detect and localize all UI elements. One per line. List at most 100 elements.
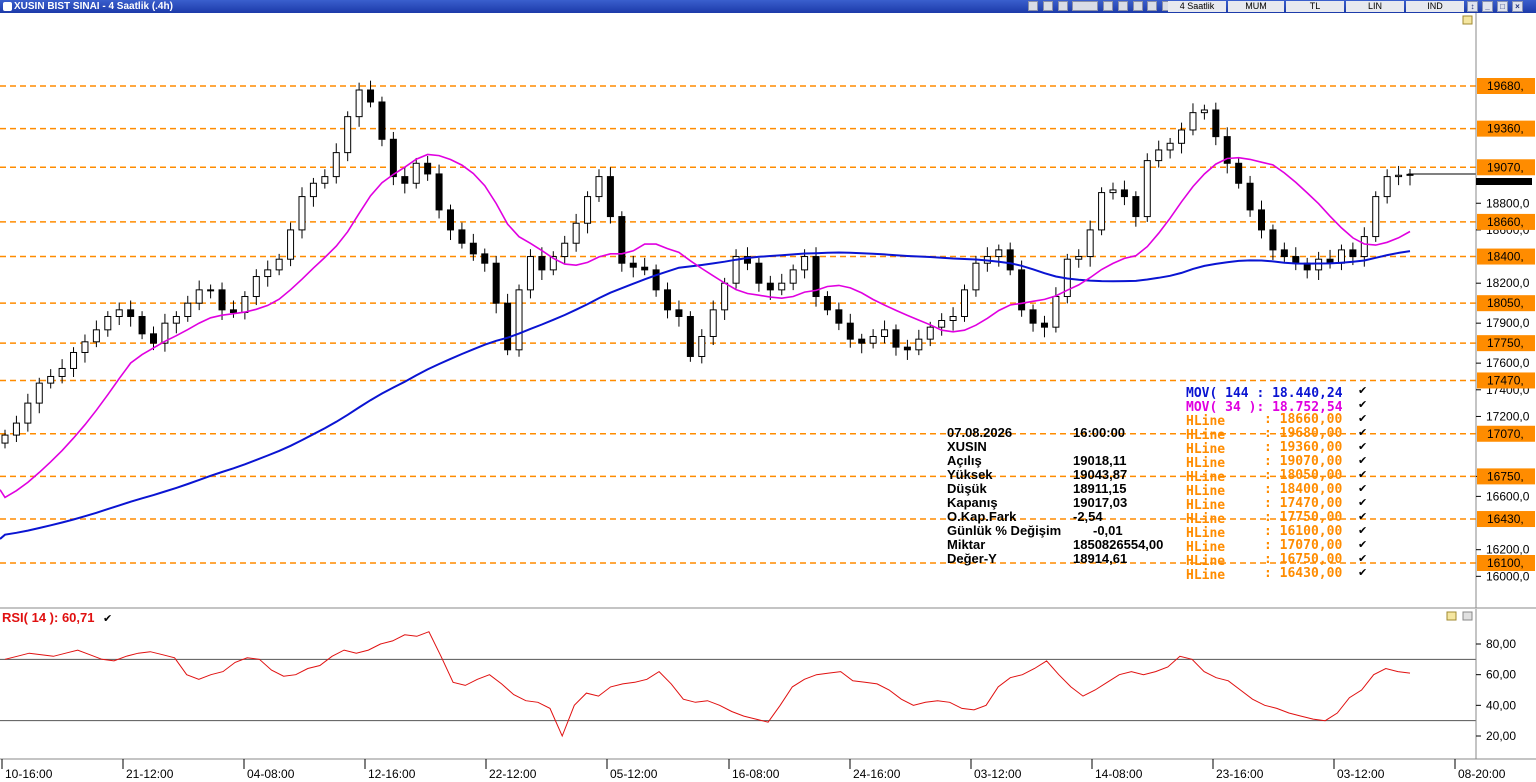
maximize-icon[interactable]: □ — [1497, 1, 1508, 12]
candle-down — [766, 282, 774, 291]
legend-hline-row: HLine: 18050,00 ✔ — [1186, 468, 1386, 485]
candle-up — [961, 289, 969, 318]
candle-down — [1235, 162, 1243, 184]
candle-down — [664, 289, 672, 311]
price-tick-label: 17200,0 — [1486, 409, 1530, 423]
legend-check-icon[interactable]: ✔ — [1358, 539, 1368, 551]
rsi-close-icon[interactable] — [1462, 611, 1473, 621]
candle-down — [218, 289, 226, 311]
legend-check-icon[interactable]: ✔ — [1358, 525, 1368, 537]
tab-scale[interactable]: LIN — [1346, 1, 1404, 12]
legend-hline-row: HLine: 16750,00 ✔ — [1186, 552, 1386, 569]
legend-check-icon[interactable]: ✔ — [1358, 399, 1368, 411]
hline-label: 17470, — [1487, 373, 1524, 387]
candle-down — [1018, 269, 1026, 311]
legend-check-icon[interactable]: ✔ — [1358, 413, 1368, 425]
candle-up — [298, 196, 306, 231]
legend-hline-value: : 17470,00 — [1264, 496, 1343, 511]
candle-down — [492, 262, 500, 304]
scroll-icon[interactable]: ↕ — [1467, 1, 1478, 12]
info-row: Değer-Y 18914,61 — [947, 551, 1187, 566]
minimize-icon[interactable]: _ — [1482, 1, 1493, 12]
candle-down — [1212, 109, 1220, 138]
legend-hline-value: : 17070,00 — [1264, 538, 1343, 553]
candle-up — [561, 242, 569, 258]
rsi-menu-icon[interactable] — [1446, 611, 1457, 621]
candle-down — [1349, 249, 1357, 258]
arrow-icon[interactable] — [1147, 1, 1158, 11]
candle-up — [709, 309, 717, 337]
rsi-tick-label: 60,00 — [1486, 668, 1516, 682]
draw-icon[interactable] — [1103, 1, 1114, 11]
candle-up — [698, 335, 706, 357]
legend-hline-label: HLine — [1186, 568, 1226, 583]
legend-hline-row: HLine: 18400,00 ✔ — [1186, 482, 1386, 499]
candle-up — [207, 289, 215, 292]
candle-up — [24, 402, 32, 424]
candle-up — [1189, 112, 1197, 131]
legend-check-icon[interactable]: ✔ — [1358, 511, 1368, 523]
chart-canvas[interactable]: 18800,018600,018200,017900,017600,017400… — [0, 13, 1536, 782]
info-symbol: XUSIN — [947, 439, 987, 454]
legend-hline-value: : 18660,00 — [1264, 412, 1343, 427]
hline-label-bg — [1477, 120, 1535, 137]
pane-menu-icon[interactable] — [1462, 15, 1473, 25]
candle-up — [1360, 236, 1368, 258]
zoom-icon[interactable] — [1042, 1, 1053, 11]
info-panel: 07.08.2026 16:00:00 XUSIN Açılış 19018,11… — [947, 425, 1187, 566]
color-icon[interactable] — [1117, 1, 1128, 11]
candle-up — [241, 296, 249, 314]
candle-down — [1223, 136, 1231, 164]
legend-check-icon[interactable]: ✔ — [1358, 483, 1368, 495]
candle-up — [995, 249, 1003, 258]
info-value: 19018,11 — [1073, 453, 1127, 468]
candle-up — [81, 341, 89, 353]
candle-down — [504, 302, 512, 351]
legend-check-icon[interactable]: ✔ — [1358, 427, 1368, 439]
line-icon[interactable] — [1132, 1, 1143, 11]
close-icon[interactable]: × — [1512, 1, 1523, 12]
tab-chart-type[interactable]: MUM — [1228, 1, 1284, 12]
candle-down — [401, 176, 409, 184]
candle-up — [1, 434, 9, 444]
legend-check-icon[interactable]: ✔ — [1358, 553, 1368, 565]
hline-label-bg — [1477, 295, 1535, 312]
pointer-icon[interactable] — [1028, 1, 1038, 11]
candle-down — [1132, 196, 1140, 218]
legend-check-icon[interactable]: ✔ — [1358, 441, 1368, 453]
time-tick-label: 21-12:00 — [126, 767, 174, 781]
candle-up — [275, 258, 283, 271]
time-tick-label: 12-16:00 — [368, 767, 416, 781]
legend-check-icon[interactable]: ✔ — [1358, 455, 1368, 467]
hline-label: 19680, — [1487, 79, 1524, 93]
price-tick-label: 16000,0 — [1486, 569, 1530, 583]
tab-indicators[interactable]: IND — [1406, 1, 1464, 12]
legend-hline-label: HLine — [1186, 540, 1226, 555]
legend-hline-row: HLine : 17070,00 ✔ — [1186, 538, 1386, 555]
hline-label: 17070, — [1487, 427, 1524, 441]
candle-up — [115, 309, 123, 318]
candle-down — [1280, 249, 1288, 258]
hline-label-bg — [1477, 159, 1535, 176]
tab-period[interactable]: 4 Saatlik — [1168, 1, 1226, 12]
info-row: Günlük % Değişim -0,01 — [947, 523, 1187, 538]
text-icon[interactable] — [1072, 1, 1099, 11]
legend-hline-row: HLine: 17750,00 ✔ — [1186, 510, 1386, 527]
candle-down — [424, 162, 432, 175]
legend-hline-label: HLine — [1186, 428, 1226, 443]
title-bar: XUSIN BIST SINAI - 4 Saatlik (.4h) 4 Saa… — [0, 0, 1536, 13]
tab-currency[interactable]: TL — [1286, 1, 1344, 12]
candle-up — [172, 316, 180, 324]
legend-check-icon[interactable]: ✔ — [1358, 497, 1368, 509]
candle-up — [1075, 256, 1083, 260]
candle-up — [789, 269, 797, 284]
candle-down — [892, 329, 900, 348]
legend-check-icon[interactable]: ✔ — [1358, 469, 1368, 481]
hline-label: 16430, — [1487, 512, 1524, 526]
rsi-check-icon[interactable]: ✔ — [102, 613, 113, 625]
crosshair-icon[interactable] — [1057, 1, 1068, 11]
candle-up — [926, 326, 934, 340]
legend-check-icon[interactable]: ✔ — [1358, 567, 1368, 579]
candle-down — [835, 309, 843, 324]
legend-check-icon[interactable]: ✔ — [1358, 385, 1368, 397]
